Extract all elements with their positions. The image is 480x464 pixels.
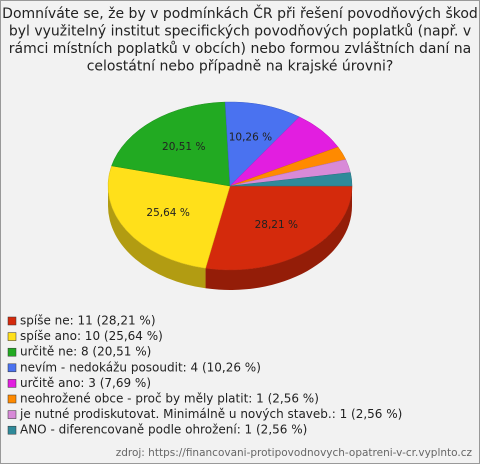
chart-title: rámci místních poplatků v obcích) nebo f… xyxy=(9,41,471,57)
legend-label: spíše ano: 10 (25,64 %) xyxy=(20,329,163,343)
slice-label: 28,21 % xyxy=(255,219,298,231)
legend-swatch xyxy=(7,316,17,326)
slice-label: 25,64 % xyxy=(146,207,189,219)
source: zdroj: https://financovani-protipovodnov… xyxy=(116,447,473,459)
legend-swatch xyxy=(7,332,17,341)
chart-title: celostátní nebo případně na krajské úrov… xyxy=(87,59,394,75)
legend-label: neohrožené obce - proč by měly platit: 1… xyxy=(20,392,319,406)
legend-swatch xyxy=(7,363,17,373)
slice-side xyxy=(205,186,352,290)
slice-label: 10,26 % xyxy=(229,132,272,144)
slice-label: 20,51 % xyxy=(162,141,205,153)
legend-swatch xyxy=(7,394,17,404)
slice xyxy=(229,172,353,187)
legend: spíše ne: 11 (28,21 %)spíše ano: 10 (25,… xyxy=(7,314,402,437)
slice xyxy=(107,165,231,269)
pie: 28,21 % 25,64 % 20,51 % 10,26 % xyxy=(107,101,353,290)
legend-swatch xyxy=(7,379,17,388)
legend-swatch xyxy=(7,410,17,419)
legend-label: ANO - diferencovaně podle ohrožení: 1 (2… xyxy=(20,423,307,437)
legend-label: je nutné prodiskutovat. Minimálně u nový… xyxy=(19,407,402,421)
chart-title: byl využitelný institut specifických pov… xyxy=(9,24,471,40)
legend-label: určitě ne: 8 (20,51 %) xyxy=(20,345,151,359)
legend-label: určitě ano: 3 (7,69 %) xyxy=(20,376,151,390)
chart-title: Domníváte se, že by v podmínkách ČR při … xyxy=(2,4,478,22)
legend-label: nevím - nedokážu posoudit: 4 (10,26 %) xyxy=(20,360,261,374)
slice-side xyxy=(108,186,206,289)
legend-swatch xyxy=(7,425,17,435)
slice xyxy=(224,101,300,187)
slice xyxy=(205,185,353,271)
slice xyxy=(111,101,231,187)
legend-label: spíše ne: 11 (28,21 %) xyxy=(20,314,156,328)
legend-swatch xyxy=(7,347,17,357)
